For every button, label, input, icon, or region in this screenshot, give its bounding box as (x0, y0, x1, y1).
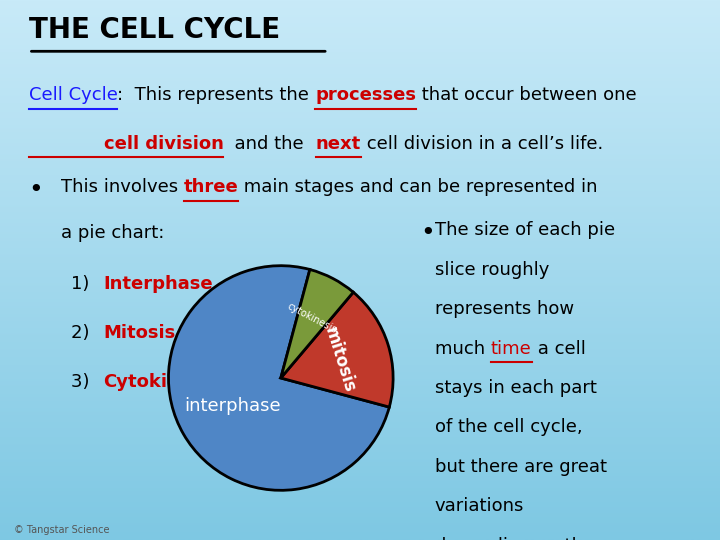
Text: much: much (435, 340, 491, 357)
Text: The size of each pie: The size of each pie (435, 221, 615, 239)
Text: cytokinesis: cytokinesis (286, 301, 338, 335)
Text: © Tangstar Science: © Tangstar Science (14, 524, 110, 535)
Text: main stages and can be represented in: main stages and can be represented in (238, 178, 598, 196)
Text: cell division in a cell’s life.: cell division in a cell’s life. (361, 135, 603, 153)
Wedge shape (281, 292, 393, 407)
Text: •: • (29, 178, 43, 202)
Text: stays in each part: stays in each part (435, 379, 597, 397)
Text: interphase: interphase (184, 397, 281, 415)
Text: but there are great: but there are great (435, 458, 607, 476)
Text: mitosis: mitosis (321, 325, 359, 395)
Text: :  This represents the: : This represents the (117, 86, 315, 104)
Text: a pie chart:: a pie chart: (60, 224, 164, 242)
Text: a cell: a cell (531, 340, 585, 357)
Text: THE CELL CYCLE: THE CELL CYCLE (29, 16, 279, 44)
Text: This involves: This involves (60, 178, 184, 196)
Text: depending on the: depending on the (435, 537, 594, 540)
Text: cell division: cell division (29, 135, 223, 153)
Text: that occur between one: that occur between one (416, 86, 636, 104)
Text: represents how: represents how (435, 300, 574, 318)
Text: next: next (315, 135, 361, 153)
Text: three: three (184, 178, 238, 196)
Text: Cytokinesis: Cytokinesis (104, 373, 220, 390)
Text: slice roughly: slice roughly (435, 261, 549, 279)
Text: and the: and the (223, 135, 315, 153)
Text: time: time (491, 340, 531, 357)
Text: Cell Cycle: Cell Cycle (29, 86, 117, 104)
Text: variations: variations (435, 497, 524, 515)
Text: processes: processes (315, 86, 416, 104)
Wedge shape (281, 269, 354, 378)
Text: 2): 2) (71, 324, 96, 342)
Wedge shape (168, 266, 390, 490)
Text: Mitosis: Mitosis (104, 324, 176, 342)
Text: 3): 3) (71, 373, 96, 390)
Text: of the cell cycle,: of the cell cycle, (435, 418, 582, 436)
Text: 1): 1) (71, 275, 96, 293)
Text: Interphase: Interphase (104, 275, 213, 293)
Text: •: • (420, 221, 436, 245)
